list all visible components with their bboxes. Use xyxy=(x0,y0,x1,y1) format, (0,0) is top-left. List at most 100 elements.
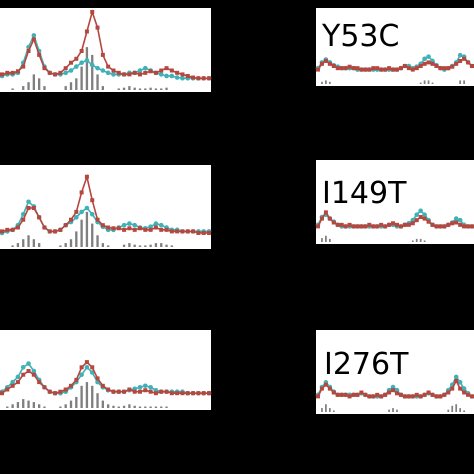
point-red xyxy=(351,66,356,71)
point-red xyxy=(367,67,372,72)
point-red xyxy=(446,222,451,227)
bar-mark xyxy=(59,406,62,408)
point-red xyxy=(47,70,52,75)
point-red xyxy=(148,227,153,232)
bar-mark xyxy=(165,406,168,408)
bar-mark xyxy=(144,88,147,90)
point-cyan xyxy=(422,56,427,62)
bar-mark xyxy=(32,239,36,247)
point-red xyxy=(351,224,356,229)
point-red xyxy=(339,222,344,227)
point-red xyxy=(164,66,169,71)
point-red xyxy=(95,376,100,381)
bar-mark xyxy=(321,408,323,412)
point-red xyxy=(191,391,196,396)
point-red xyxy=(111,389,116,394)
bar-mark xyxy=(85,47,89,90)
bar-mark xyxy=(101,86,105,90)
bar-mark xyxy=(37,78,41,90)
bar-mark xyxy=(149,406,152,408)
point-cyan xyxy=(89,62,95,68)
point-red xyxy=(21,64,26,69)
point-red xyxy=(426,219,431,224)
point-red xyxy=(116,226,121,231)
point-red xyxy=(375,66,380,71)
point-red xyxy=(398,66,403,71)
bar-mark xyxy=(154,406,158,408)
point-red xyxy=(446,390,451,395)
bar-mark xyxy=(27,235,30,247)
bar-mark xyxy=(75,78,78,90)
point-red xyxy=(10,383,15,388)
bar-mark xyxy=(133,244,136,247)
point-red xyxy=(462,56,467,61)
bar-mark xyxy=(122,405,126,408)
point-red xyxy=(53,72,58,77)
point-red xyxy=(69,217,73,222)
point-red xyxy=(450,386,455,391)
point-red xyxy=(201,391,206,396)
point-red xyxy=(116,389,121,394)
point-red xyxy=(394,222,399,227)
point-red xyxy=(422,216,427,221)
point-red xyxy=(426,60,431,65)
point-red xyxy=(31,372,36,377)
point-red xyxy=(180,229,185,234)
point-red xyxy=(367,394,372,399)
bar-mark xyxy=(447,409,450,412)
point-red xyxy=(458,222,463,227)
bar-mark xyxy=(43,86,46,90)
point-cyan xyxy=(26,361,31,366)
point-cyan xyxy=(79,372,84,378)
point-red xyxy=(79,190,84,195)
point-cyan xyxy=(84,205,90,211)
point-red xyxy=(371,66,376,71)
point-red xyxy=(21,217,26,222)
point-red xyxy=(466,60,471,65)
bar-mark xyxy=(411,240,414,242)
bar-mark xyxy=(321,81,323,84)
bar-mark xyxy=(128,243,131,247)
series-line-red xyxy=(1,361,209,395)
point-red xyxy=(327,61,332,66)
series-line-cyan xyxy=(1,33,209,80)
point-red xyxy=(335,392,340,397)
point-red xyxy=(37,52,42,57)
bar-mark xyxy=(96,74,99,90)
point-red xyxy=(196,230,201,235)
bar-mark xyxy=(122,87,126,90)
bar-mark xyxy=(459,80,462,84)
point-red xyxy=(434,224,439,229)
point-red xyxy=(111,226,116,231)
point-red xyxy=(316,67,320,72)
point-red xyxy=(122,227,127,232)
point-cyan xyxy=(137,384,143,390)
point-red xyxy=(355,224,360,229)
point-red xyxy=(69,383,73,388)
point-red xyxy=(95,217,100,222)
bar-mark xyxy=(106,404,110,408)
point-red xyxy=(454,61,459,66)
panel-left-1 xyxy=(0,8,212,92)
point-red xyxy=(323,382,328,387)
point-red xyxy=(63,387,68,392)
point-red xyxy=(53,229,58,234)
point-red xyxy=(31,206,36,210)
bar-mark xyxy=(138,245,142,247)
point-red xyxy=(164,389,169,394)
point-cyan xyxy=(74,215,79,220)
bar-mark xyxy=(22,86,25,90)
bar-mark xyxy=(117,406,120,408)
point-cyan xyxy=(426,54,431,59)
point-red xyxy=(0,229,4,234)
point-red xyxy=(323,58,328,63)
bar-mark xyxy=(85,382,89,408)
point-red xyxy=(438,394,443,399)
bar-mark xyxy=(128,404,131,408)
point-cyan xyxy=(127,221,132,226)
bar-mark xyxy=(325,80,327,84)
bar-mark xyxy=(22,239,25,247)
point-red xyxy=(106,225,111,230)
point-red xyxy=(323,210,328,215)
point-red xyxy=(191,229,196,234)
